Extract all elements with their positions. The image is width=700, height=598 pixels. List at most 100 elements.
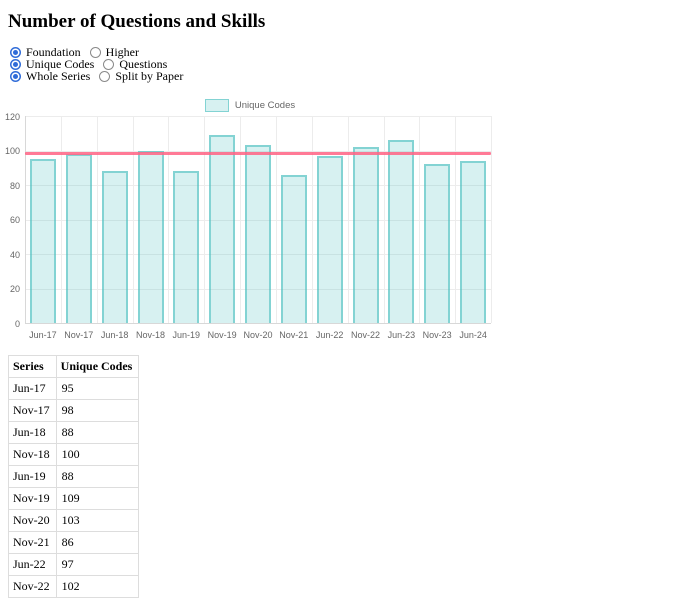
x-axis-label: Nov-17 (64, 330, 94, 340)
series-cell: Nov-20 (8, 509, 57, 532)
gridline-horizontal (25, 116, 491, 117)
x-axis-label: Nov-21 (279, 330, 309, 340)
gridline-vertical (419, 116, 421, 323)
x-axis-label: Nov-22 (350, 330, 380, 340)
table-header-unique-codes: Unique Codes (55, 355, 140, 378)
bar-nov-19[interactable] (209, 135, 236, 323)
radio-group-scope: Whole Series Split by Paper (10, 69, 192, 84)
y-axis-label: 40 (9, 249, 20, 260)
gridline-horizontal (25, 254, 491, 255)
legend-swatch-icon (204, 99, 229, 112)
series-cell: Nov-18 (8, 443, 57, 466)
bar-nov-23[interactable] (424, 164, 451, 323)
radio-label: Split by Paper (115, 68, 184, 83)
bar-nov-17[interactable] (65, 153, 92, 323)
bar-jun-18[interactable] (101, 171, 128, 323)
page: Number of Questions and Skills Foundatio… (0, 11, 500, 598)
bar-nov-21[interactable] (280, 174, 307, 323)
radio-icon-split-by-paper[interactable] (99, 70, 111, 82)
table-row: Nov-18 100 (8, 443, 140, 466)
gridline-vertical (168, 116, 170, 323)
value-cell: 100 (55, 443, 140, 466)
bar-jun-19[interactable] (173, 171, 200, 323)
bar-nov-18[interactable] (137, 150, 164, 323)
x-axis-label: Nov-18 (135, 330, 165, 340)
gridline-vertical (491, 116, 492, 323)
radio-group-metric: Unique Codes Questions (10, 57, 192, 72)
radio-option-unique-codes[interactable]: Unique Codes (10, 57, 94, 72)
radio-option-foundation[interactable]: Foundation (10, 45, 81, 60)
y-axis-label: 20 (9, 284, 20, 294)
gridline-vertical (204, 116, 206, 323)
legend-label: Unique Codes (234, 100, 296, 111)
value-cell: 95 (55, 377, 140, 400)
radio-group-tier: Foundation Higher (10, 44, 192, 60)
table-header-series: Series (8, 355, 57, 378)
x-axis-label: Jun-23 (387, 330, 416, 340)
value-cell: 88 (55, 465, 140, 488)
gridline-horizontal (25, 185, 491, 186)
y-axis-label: 80 (9, 180, 20, 191)
radio-option-whole-series[interactable]: Whole Series (10, 69, 90, 84)
chart-legend[interactable]: Unique Codes (0, 99, 500, 112)
table-row: Jun-18 88 (8, 421, 140, 444)
x-axis-label: Jun-19 (172, 330, 201, 340)
bar-jun-24[interactable] (460, 160, 487, 323)
radio-label: Questions (119, 56, 168, 71)
value-cell: 88 (55, 421, 140, 444)
radio-icon-whole-series[interactable] (10, 70, 21, 82)
value-cell: 102 (55, 575, 140, 598)
series-cell: Nov-22 (8, 575, 57, 598)
series-cell: Nov-21 (8, 531, 57, 554)
value-cell: 103 (55, 509, 140, 532)
gridline-horizontal (25, 219, 491, 221)
x-axis-label: Jun-17 (29, 330, 57, 340)
y-axis-label: 120 (4, 111, 20, 122)
radio-option-split-by-paper[interactable]: Split by Paper (99, 69, 183, 84)
gridline-vertical (311, 116, 313, 323)
radio-label: Higher (105, 44, 139, 59)
radio-controls: Foundation Higher Unique Codes Questions Who… (10, 44, 192, 84)
gridline-horizontal (25, 150, 491, 152)
radio-icon-unique-codes[interactable] (10, 58, 21, 70)
gridline-vertical (60, 116, 62, 323)
table-row: Jun-19 88 (8, 465, 140, 488)
table-row: Nov-22 102 (8, 575, 140, 598)
table-row: Nov-17 98 (8, 399, 140, 422)
radio-option-questions[interactable]: Questions (103, 57, 167, 72)
bar-jun-23[interactable] (388, 140, 415, 323)
value-cell: 86 (55, 531, 140, 554)
gridline-horizontal (25, 288, 491, 290)
series-cell: Jun-19 (8, 465, 57, 488)
gridline-vertical (132, 116, 134, 323)
gridline-vertical (455, 116, 457, 323)
radio-label: Unique Codes (26, 56, 95, 71)
x-axis-label: Nov-20 (243, 330, 273, 340)
series-cell: Nov-17 (8, 399, 57, 422)
radio-icon-higher[interactable] (89, 46, 101, 58)
bar-jun-22[interactable] (316, 155, 343, 323)
y-axis-label: 60 (9, 215, 20, 225)
series-cell: Nov-19 (8, 487, 57, 510)
gridline-vertical (96, 116, 98, 323)
bar-nov-22[interactable] (352, 147, 379, 323)
radio-icon-questions[interactable] (103, 58, 115, 70)
reference-line (25, 152, 491, 156)
radio-icon-foundation[interactable] (10, 46, 21, 58)
table-row: Nov-21 86 (8, 531, 140, 554)
radio-label: Foundation (26, 44, 81, 59)
table-body: Jun-17 95 Nov-17 98 Jun-18 88 Nov-18 100 Jun-19 8… (8, 377, 140, 598)
table-row: Nov-20 103 (8, 509, 140, 532)
gridline-vertical (383, 116, 385, 323)
table-row: Jun-17 95 (8, 377, 140, 400)
bar-jun-17[interactable] (29, 159, 56, 323)
table-row: Nov-19 109 (8, 487, 140, 510)
bar-nov-20[interactable] (245, 145, 271, 323)
series-cell: Jun-17 (8, 377, 57, 400)
value-cell: 109 (55, 487, 140, 510)
page-title: Number of Questions and Skills (8, 11, 266, 32)
radio-option-higher[interactable]: Higher (89, 44, 139, 60)
data-table: Series Unique Codes Jun-17 95 Nov-17 98 Jun-1… (8, 355, 140, 598)
gridline-vertical (240, 116, 242, 323)
x-axis-label: Jun-22 (315, 330, 344, 340)
